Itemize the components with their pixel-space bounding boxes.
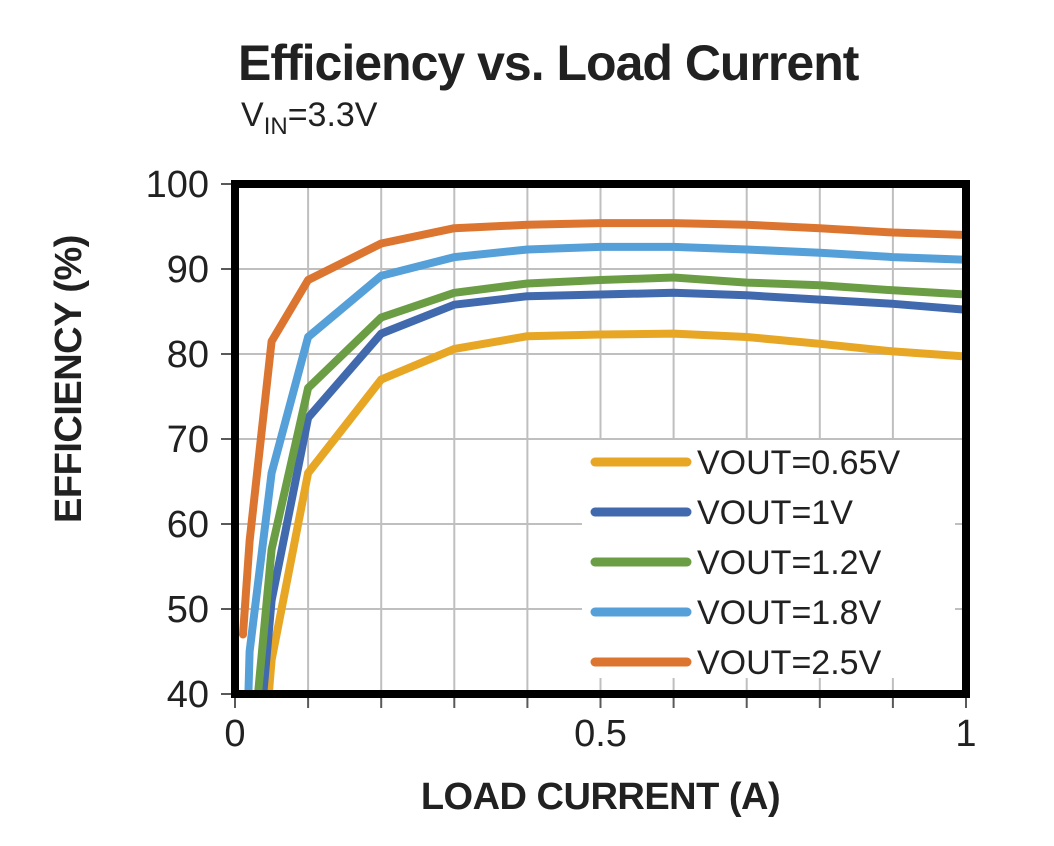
series-line-VOUT=1.8V <box>244 242 966 694</box>
y-tick-label: 90 <box>167 249 209 291</box>
y-tick-label: 40 <box>167 674 209 716</box>
series-lines <box>239 219 966 694</box>
x-tick-label: 0 <box>224 713 245 755</box>
legend-label-VOUT=1V: VOUT=1V <box>697 494 853 532</box>
chart-title: Efficiency vs. Load Current <box>238 35 859 91</box>
legend-label-VOUT=0.65V: VOUT=0.65V <box>697 444 900 482</box>
y-tick-label: 100 <box>146 164 209 206</box>
legend-label-VOUT=1.2V: VOUT=1.2V <box>697 544 882 582</box>
y-tick-label: 50 <box>167 589 209 631</box>
legend-label-VOUT=2.5V: VOUT=2.5V <box>697 644 882 682</box>
y-tick-label: 70 <box>167 419 209 461</box>
subtitle-pre: V <box>241 96 264 134</box>
plot-border-rect <box>231 180 970 698</box>
y-tick-label: 80 <box>167 334 209 376</box>
tick-labels: 0 0.5 1 40 50 60 70 80 90 100 <box>146 164 977 755</box>
legend: VOUT=0.65V VOUT=1V VOUT=1.2V VOUT=1.8V VOUT=… <box>590 444 900 682</box>
plot-border <box>231 180 970 698</box>
series-line-VOUT=0.65V <box>264 329 966 694</box>
subtitle-post: =3.3V <box>287 96 378 134</box>
x-tick-label: 0.5 <box>574 713 627 755</box>
axis-ticks <box>221 183 967 708</box>
chart-subtitle: VIN=3.3V <box>241 96 378 139</box>
series-line-VOUT=1V <box>259 288 966 694</box>
legend-label-VOUT=1.8V: VOUT=1.8V <box>697 594 882 632</box>
subtitle-subscript: IN <box>263 113 288 140</box>
x-axis-title: LOAD CURRENT (A) <box>420 776 781 818</box>
series-line-VOUT=2.5V <box>239 219 966 639</box>
y-tick-label: 60 <box>167 504 209 546</box>
series-line-VOUT=1.2V <box>253 273 966 694</box>
x-tick-label: 1 <box>955 713 976 755</box>
